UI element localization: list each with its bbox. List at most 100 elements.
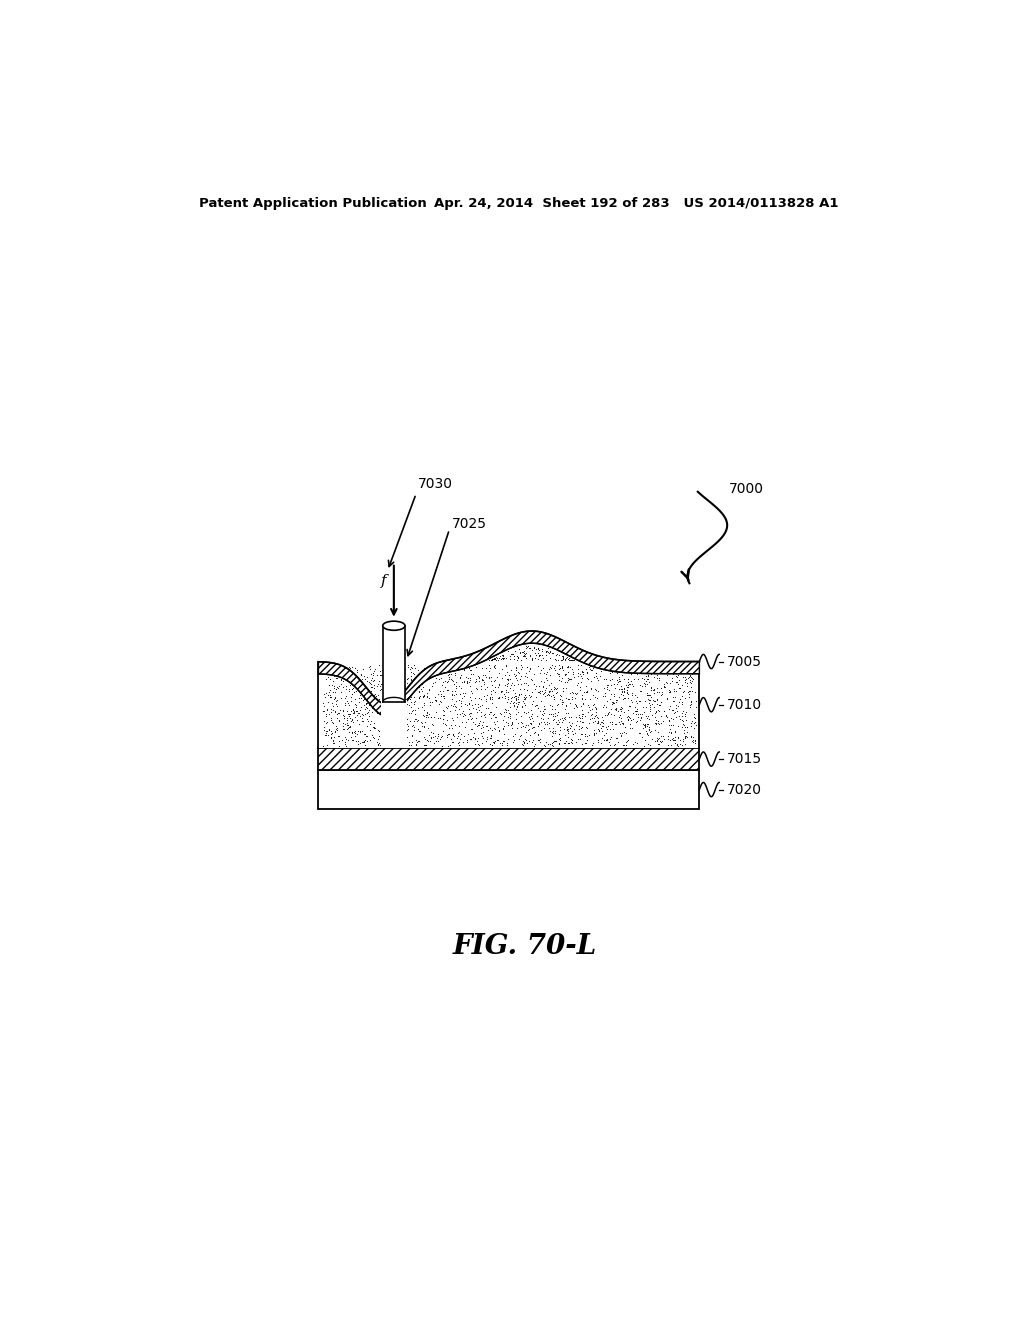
- Point: [408, 733, 424, 754]
- Point: [527, 694, 544, 715]
- Point: [549, 681, 565, 702]
- Point: [558, 696, 574, 717]
- Point: [544, 726, 560, 747]
- Point: [339, 714, 355, 735]
- Point: [557, 709, 573, 730]
- Point: [344, 722, 360, 743]
- Point: [650, 727, 667, 748]
- Point: [347, 726, 364, 747]
- Point: [509, 693, 525, 714]
- Point: [623, 709, 639, 730]
- Point: [662, 681, 678, 702]
- Point: [558, 702, 574, 723]
- Point: [630, 704, 646, 725]
- Point: [670, 735, 686, 756]
- Point: [486, 655, 503, 676]
- Point: [677, 710, 693, 731]
- Point: [614, 678, 631, 700]
- Point: [335, 718, 351, 739]
- Point: [402, 665, 419, 686]
- Point: [478, 685, 495, 706]
- Point: [450, 656, 466, 677]
- Point: [511, 685, 527, 706]
- Point: [600, 704, 616, 725]
- Point: [486, 676, 503, 697]
- Point: [515, 642, 531, 663]
- Point: [398, 678, 415, 700]
- Point: [478, 667, 495, 688]
- Point: [552, 685, 568, 706]
- Point: [381, 681, 397, 702]
- Point: [485, 656, 502, 677]
- Point: [583, 656, 599, 677]
- Point: [412, 667, 428, 688]
- Point: [603, 714, 620, 735]
- Point: [663, 714, 679, 735]
- Point: [554, 692, 570, 713]
- Point: [591, 721, 607, 742]
- Point: [571, 678, 588, 700]
- Point: [530, 730, 547, 751]
- Point: [625, 709, 641, 730]
- Point: [539, 661, 555, 682]
- Point: [512, 642, 528, 663]
- Point: [407, 692, 423, 713]
- Point: [326, 711, 342, 733]
- Point: [615, 681, 632, 702]
- Point: [326, 677, 342, 698]
- Point: [590, 669, 606, 690]
- Point: [475, 664, 492, 685]
- Point: [372, 734, 388, 755]
- Point: [401, 734, 418, 755]
- Point: [430, 661, 446, 682]
- Point: [529, 723, 546, 744]
- Point: [417, 729, 433, 750]
- Point: [435, 685, 452, 706]
- Point: [543, 704, 559, 725]
- Point: [469, 730, 485, 751]
- Point: [356, 698, 373, 719]
- Point: [464, 682, 480, 704]
- Point: [436, 671, 453, 692]
- Point: [574, 717, 591, 738]
- Point: [574, 693, 591, 714]
- Point: [660, 734, 677, 755]
- Point: [437, 659, 454, 680]
- Point: [502, 704, 518, 725]
- Point: [639, 713, 655, 734]
- Point: [598, 729, 614, 750]
- Point: [513, 655, 529, 676]
- Point: [425, 673, 441, 694]
- Point: [443, 729, 460, 750]
- Point: [538, 644, 554, 665]
- Point: [483, 649, 500, 671]
- Point: [603, 704, 620, 725]
- Point: [509, 692, 525, 713]
- Point: [421, 680, 437, 701]
- Point: [492, 702, 508, 723]
- Point: [449, 659, 465, 680]
- Point: [508, 708, 524, 729]
- Point: [482, 657, 499, 678]
- Point: [659, 729, 676, 750]
- Point: [629, 663, 645, 684]
- Point: [523, 708, 540, 729]
- Point: [391, 673, 408, 694]
- Point: [679, 726, 695, 747]
- Point: [516, 689, 532, 710]
- Point: [500, 669, 516, 690]
- Point: [342, 708, 358, 729]
- Point: [675, 710, 691, 731]
- Point: [436, 713, 453, 734]
- Point: [666, 702, 682, 723]
- Point: [439, 672, 456, 693]
- Point: [549, 677, 565, 698]
- Point: [464, 708, 480, 729]
- Point: [564, 688, 581, 709]
- Point: [475, 717, 492, 738]
- Point: [637, 714, 653, 735]
- Point: [449, 697, 465, 718]
- Point: [478, 715, 495, 737]
- Point: [547, 648, 563, 669]
- Point: [475, 711, 492, 733]
